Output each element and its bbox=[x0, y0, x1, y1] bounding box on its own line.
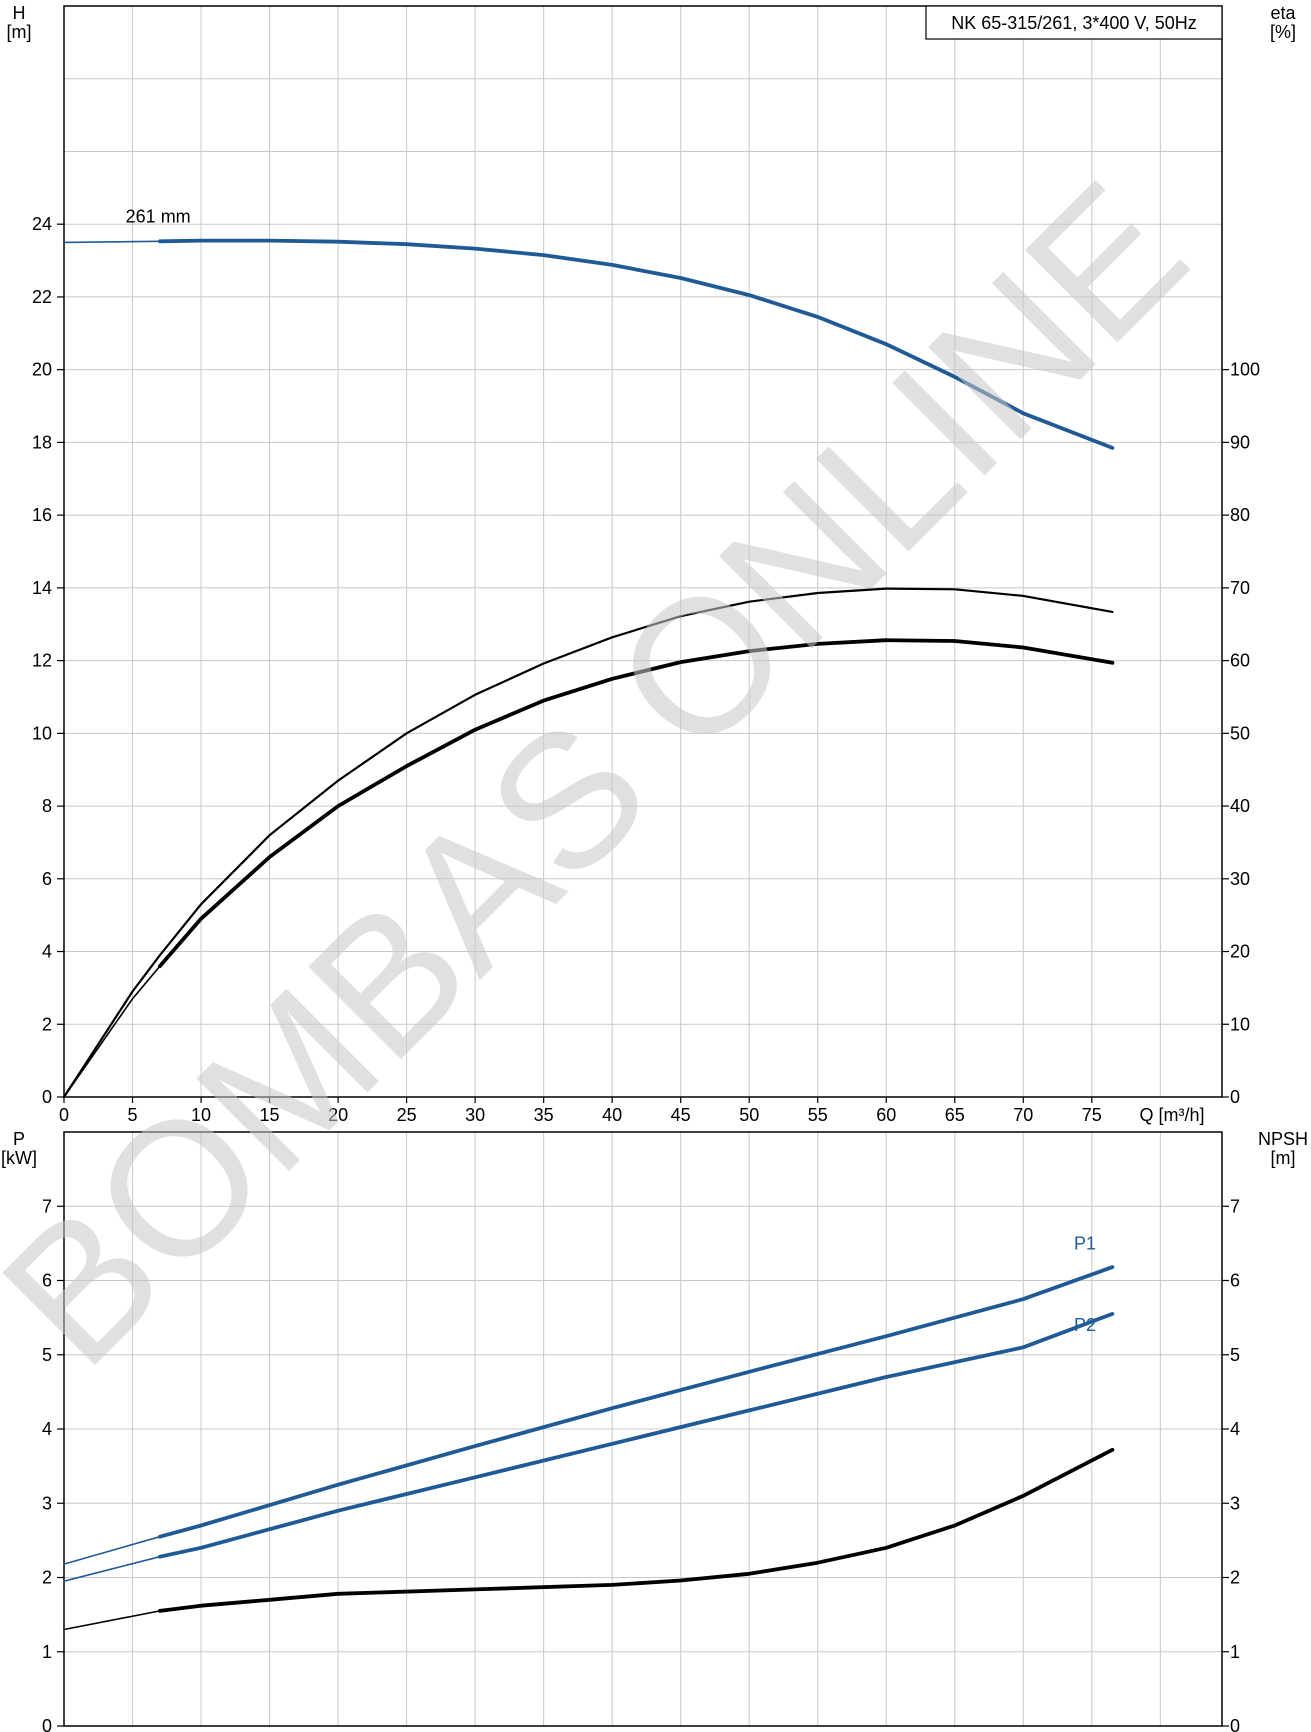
left-axis-tick-label: 4 bbox=[42, 1419, 52, 1439]
left-axis-tick-label: 1 bbox=[42, 1642, 52, 1662]
right-axis-tick-label: 5 bbox=[1230, 1345, 1240, 1365]
chart-title: NK 65-315/261, 3*400 V, 50Hz bbox=[951, 13, 1197, 33]
left-axis-tick-label: 2 bbox=[42, 1568, 52, 1588]
left-axis-tick-label: 0 bbox=[42, 1716, 52, 1732]
curve-eta-upper bbox=[62, 587, 1114, 1099]
right-axis-tick-label: 90 bbox=[1230, 432, 1250, 452]
series-label-p1: P1 bbox=[1074, 1233, 1096, 1253]
curve-261-mm-extension bbox=[63, 240, 161, 244]
left-axis-tick-label: 5 bbox=[42, 1345, 52, 1365]
x-axis-tick-label: 45 bbox=[671, 1105, 691, 1125]
left-axis-tick-label: 12 bbox=[32, 651, 52, 671]
right-axis-tick-label: 100 bbox=[1230, 360, 1260, 380]
curve-p2-extension bbox=[63, 1555, 161, 1582]
x-axis-tick-label: 15 bbox=[260, 1105, 280, 1125]
x-axis-tick-label: 20 bbox=[328, 1105, 348, 1125]
curve-npsh-extension bbox=[63, 1610, 161, 1631]
right-axis-tick-label: 50 bbox=[1230, 723, 1250, 743]
curve-p2 bbox=[158, 1312, 1115, 1559]
right-axis-tick-label: 6 bbox=[1230, 1271, 1240, 1291]
right-axis-tick-label: 1 bbox=[1230, 1642, 1240, 1662]
right-axis-tick-label: 0 bbox=[1230, 1087, 1240, 1107]
x-axis-tick-label: 5 bbox=[128, 1105, 138, 1125]
x-axis-tick-label: 25 bbox=[397, 1105, 417, 1125]
plot-frame bbox=[63, 5, 1223, 1098]
power-npsh-panel: 0 1 2 3 4 5 6 7 0 1 2 3 4 5 6 7 P[kW] NPSH[m] P1 P2 bbox=[1, 1129, 1308, 1732]
left-axis-tick-label: 16 bbox=[32, 505, 52, 525]
right-axis-tick-label: 30 bbox=[1230, 869, 1250, 889]
curve-261-mm bbox=[158, 238, 1115, 450]
left-axis-tick-label: 7 bbox=[42, 1196, 52, 1216]
x-axis-tick-label: 0 bbox=[59, 1105, 69, 1125]
left-axis-tick-label: 8 bbox=[42, 796, 52, 816]
curve-p1-extension bbox=[63, 1535, 161, 1565]
x-axis-tick-label: 65 bbox=[945, 1105, 965, 1125]
right-axis-tick-label: 0 bbox=[1230, 1716, 1240, 1732]
right-axis-tick-label: 20 bbox=[1230, 942, 1250, 962]
right-axis-label: NPSH bbox=[1258, 1129, 1308, 1149]
x-axis-tick-label: 40 bbox=[602, 1105, 622, 1125]
left-axis-tick-label: 10 bbox=[32, 723, 52, 743]
x-axis-tick-label: 10 bbox=[191, 1105, 211, 1125]
right-axis-tick-label: 80 bbox=[1230, 505, 1250, 525]
left-axis-unit: [kW] bbox=[1, 1148, 37, 1168]
right-axis-tick-label: 70 bbox=[1230, 578, 1250, 598]
right-axis-tick-label: 3 bbox=[1230, 1493, 1240, 1513]
x-axis-tick-label: 35 bbox=[534, 1105, 554, 1125]
right-axis-tick-label: 7 bbox=[1230, 1196, 1240, 1216]
series-label-p2: P2 bbox=[1074, 1315, 1096, 1335]
right-axis-tick-label: 2 bbox=[1230, 1568, 1240, 1588]
x-axis-tick-label: 70 bbox=[1013, 1105, 1033, 1125]
x-axis-tick-label: 50 bbox=[739, 1105, 759, 1125]
left-axis-label: P bbox=[13, 1129, 25, 1149]
curve-eta-extension bbox=[63, 965, 161, 1098]
right-axis-label: eta bbox=[1270, 3, 1296, 23]
right-axis-unit: [%] bbox=[1270, 22, 1296, 42]
curve-eta bbox=[158, 638, 1115, 968]
left-axis-tick-label: 18 bbox=[32, 432, 52, 452]
left-axis-tick-label: 22 bbox=[32, 287, 52, 307]
chart-title-box: NK 65-315/261, 3*400 V, 50Hz bbox=[925, 5, 1223, 40]
x-axis-tick-label: 60 bbox=[876, 1105, 896, 1125]
x-axis-tick-label: 75 bbox=[1082, 1105, 1102, 1125]
left-axis-tick-label: 0 bbox=[42, 1087, 52, 1107]
left-axis-unit: [m] bbox=[7, 22, 32, 42]
left-axis-tick-label: 24 bbox=[32, 214, 52, 234]
right-axis-unit: [m] bbox=[1271, 1148, 1296, 1168]
left-axis-tick-label: 3 bbox=[42, 1493, 52, 1513]
left-axis-tick-label: 6 bbox=[42, 1271, 52, 1291]
right-axis-tick-label: 4 bbox=[1230, 1419, 1240, 1439]
series-label-261-mm: 261 mm bbox=[126, 206, 191, 226]
left-axis-tick-label: 2 bbox=[42, 1014, 52, 1034]
left-axis-tick-label: 6 bbox=[42, 869, 52, 889]
curve-p1 bbox=[158, 1265, 1115, 1539]
left-axis-tick-label: 4 bbox=[42, 942, 52, 962]
x-axis-tick-label: 30 bbox=[465, 1105, 485, 1125]
x-axis-tick-label: 55 bbox=[808, 1105, 828, 1125]
left-axis-tick-label: 14 bbox=[32, 578, 52, 598]
right-axis-tick-label: 40 bbox=[1230, 796, 1250, 816]
right-axis-tick-label: 10 bbox=[1230, 1014, 1250, 1034]
left-axis-label: H bbox=[13, 3, 26, 23]
x-axis-label: Q [m³/h] bbox=[1139, 1105, 1204, 1125]
head-efficiency-panel: 0246810121416182022240102030405060708090… bbox=[7, 3, 1297, 1125]
right-axis-tick-label: 60 bbox=[1230, 651, 1250, 671]
chart-title-frame bbox=[925, 5, 1223, 40]
left-axis-tick-label: 20 bbox=[32, 360, 52, 380]
curve-npsh bbox=[158, 1447, 1115, 1613]
